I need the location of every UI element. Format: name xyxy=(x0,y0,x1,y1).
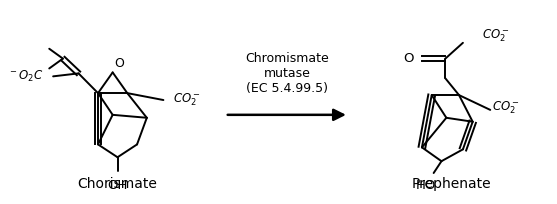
Text: HO: HO xyxy=(416,179,437,192)
Text: Prephenate: Prephenate xyxy=(412,177,491,191)
Text: Chromismate: Chromismate xyxy=(245,52,329,65)
Text: (EC 5.4.99.5): (EC 5.4.99.5) xyxy=(246,82,328,95)
Text: $CO_2^-$: $CO_2^-$ xyxy=(492,100,520,116)
Text: $CO_2^-$: $CO_2^-$ xyxy=(173,92,201,108)
Text: mutase: mutase xyxy=(263,67,310,80)
Text: $CO_2^-$: $CO_2^-$ xyxy=(482,28,510,44)
Text: Chorismate: Chorismate xyxy=(77,177,158,191)
Text: $^-O_2C$: $^-O_2C$ xyxy=(8,69,43,84)
Text: OH: OH xyxy=(108,179,128,192)
Text: O: O xyxy=(404,52,414,65)
Text: O: O xyxy=(115,58,124,70)
